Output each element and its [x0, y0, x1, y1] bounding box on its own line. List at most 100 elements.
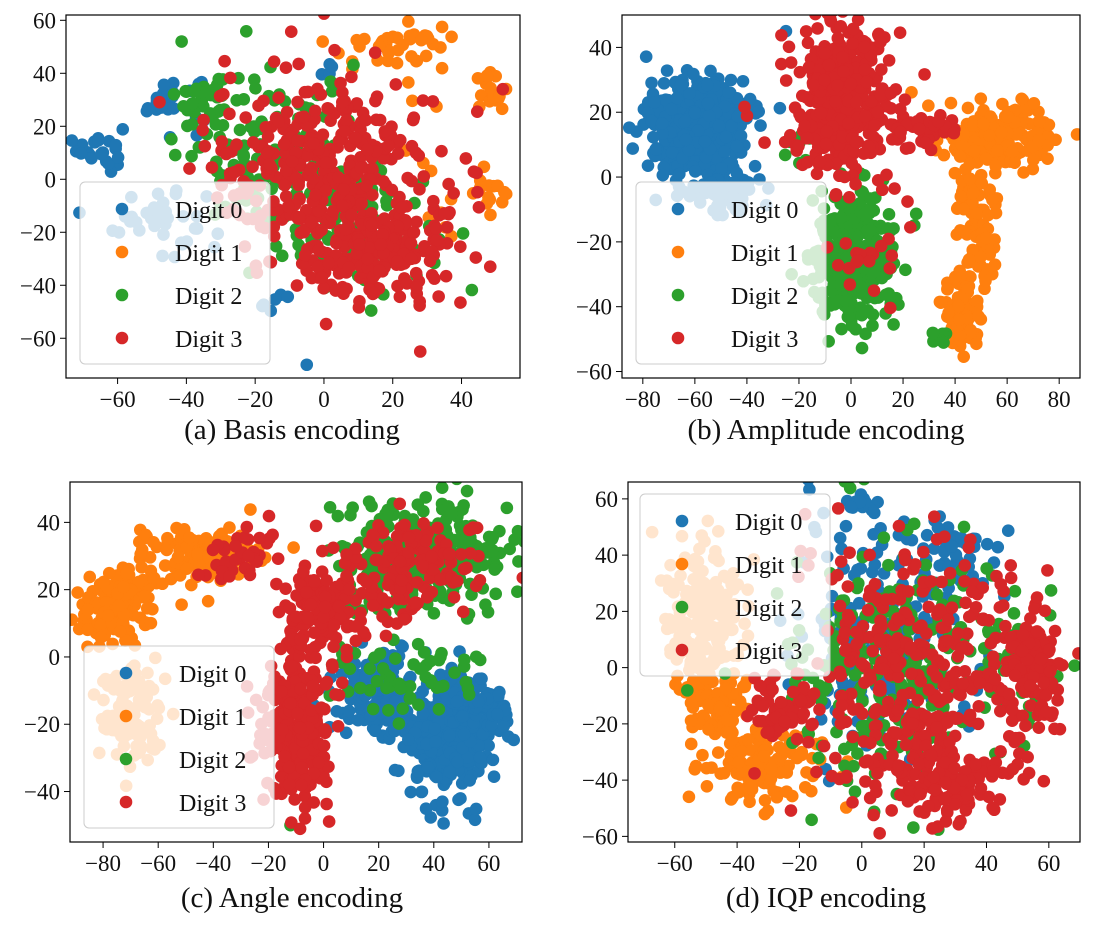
data-point [352, 35, 366, 49]
data-point [835, 322, 848, 336]
data-point [674, 78, 688, 92]
data-point [979, 152, 993, 165]
legend-marker [671, 331, 685, 345]
data-point [451, 482, 463, 486]
data-point [461, 751, 474, 764]
data-point [1032, 114, 1046, 128]
data-point [977, 117, 990, 131]
data-point [329, 236, 343, 250]
data-point [484, 208, 497, 222]
data-point [824, 284, 838, 297]
data-point [858, 207, 872, 220]
data-point [337, 287, 350, 301]
data-point [975, 176, 989, 190]
data-point [814, 106, 828, 120]
data-point [503, 542, 517, 556]
data-point [470, 105, 484, 118]
data-point [279, 61, 293, 74]
data-point [673, 167, 686, 181]
data-point [278, 178, 292, 192]
data-point [392, 764, 405, 778]
legend-box [79, 181, 271, 365]
data-point [447, 186, 460, 200]
data-point [822, 58, 836, 72]
data-point [882, 208, 896, 221]
data-point [883, 262, 897, 275]
data-point [665, 146, 679, 159]
data-point [81, 603, 95, 617]
data-point [342, 261, 356, 274]
data-point [437, 817, 450, 830]
data-point [92, 134, 105, 147]
data-point [330, 705, 344, 718]
data-point [411, 765, 425, 778]
data-point [963, 157, 977, 171]
data-point [419, 802, 433, 815]
data-point [832, 268, 845, 282]
data-point [417, 505, 430, 518]
legend-label: Digit 3 [175, 327, 242, 353]
data-point [954, 190, 968, 203]
data-point [465, 283, 479, 297]
data-point [818, 47, 832, 61]
data-point [284, 25, 298, 39]
data-point [926, 326, 940, 340]
data-point [197, 113, 210, 127]
x-tick-label: −40 [168, 387, 204, 412]
data-point [365, 499, 378, 513]
data-point [459, 152, 473, 165]
data-point [402, 15, 415, 28]
data-point [359, 113, 373, 127]
data-point [511, 524, 522, 538]
data-point [725, 119, 739, 133]
data-point [665, 102, 678, 116]
data-point [345, 70, 358, 84]
data-point [319, 317, 333, 331]
data-point [840, 251, 853, 265]
data-point [730, 139, 744, 153]
legend-marker [671, 202, 685, 216]
data-point [360, 143, 374, 156]
data-point [754, 119, 767, 132]
data-point [485, 718, 498, 732]
data-point [867, 284, 881, 297]
data-point [931, 115, 945, 128]
x-tick-label: −40 [729, 387, 765, 412]
data-point [430, 770, 443, 784]
data-point [855, 341, 869, 355]
data-point [404, 252, 418, 266]
y-tick-label: 40 [589, 35, 612, 60]
data-point [831, 78, 844, 92]
data-point [806, 78, 820, 92]
y-tick-label: −20 [20, 220, 56, 245]
data-point [158, 559, 172, 572]
data-point [279, 164, 293, 177]
data-point [700, 78, 714, 92]
data-point [316, 128, 330, 141]
data-point [874, 88, 888, 102]
data-point [479, 598, 492, 612]
data-point [373, 113, 387, 127]
data-point [196, 123, 210, 137]
data-point [429, 222, 443, 235]
data-point [858, 63, 872, 77]
data-point [957, 202, 970, 216]
data-point [719, 130, 733, 144]
data-point [407, 111, 421, 124]
data-point [166, 76, 180, 90]
data-point [967, 144, 981, 158]
data-point [492, 689, 505, 702]
data-point [952, 299, 965, 313]
data-point [365, 162, 379, 175]
data-point [94, 631, 108, 644]
x-tick-label: −60 [100, 387, 136, 412]
data-point [94, 618, 108, 632]
y-tick-label: 40 [33, 61, 56, 86]
data-point [246, 136, 260, 149]
data-point [463, 774, 477, 787]
data-point [161, 531, 174, 545]
data-point [74, 147, 88, 160]
